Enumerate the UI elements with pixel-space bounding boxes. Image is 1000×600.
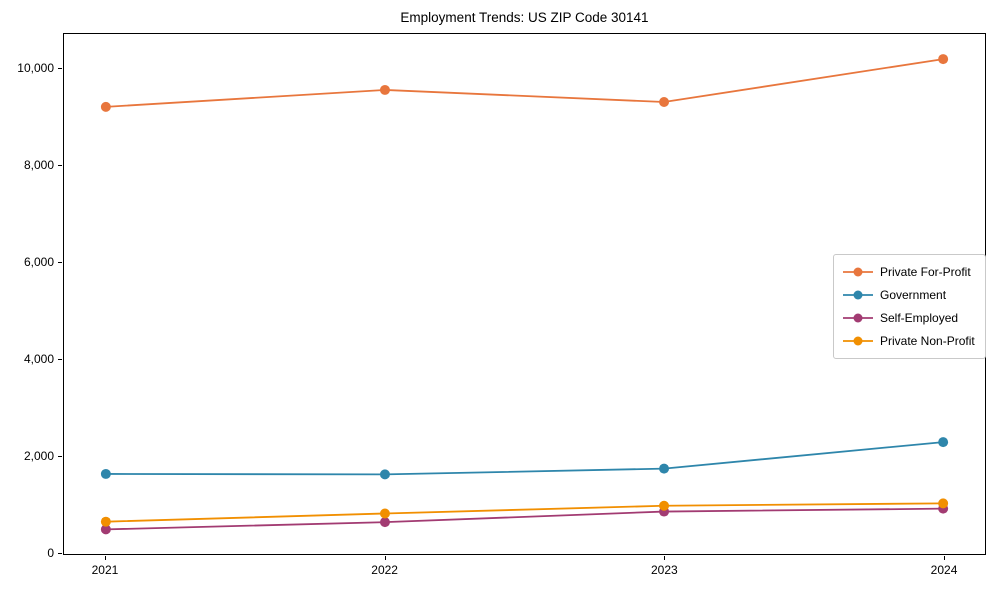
series-line-private-non-profit — [105, 502, 944, 523]
legend-label: Self-Employed — [880, 311, 959, 325]
y-tickmark — [58, 68, 62, 70]
y-tickmark — [58, 552, 62, 554]
x-tick-label: 2023 — [650, 563, 678, 577]
plot-area: Private For-Profit Government Self-Employe… — [63, 33, 986, 555]
y-tickmark — [58, 358, 62, 360]
y-tickmark — [58, 262, 62, 264]
data-point — [100, 524, 111, 535]
legend-label: Private For-Profit — [880, 265, 971, 279]
series-line-government — [105, 441, 944, 476]
legend-swatch-icon — [843, 313, 873, 323]
data-point — [659, 500, 670, 511]
y-tickmark — [58, 165, 62, 167]
legend-label: Private Non-Profit — [880, 334, 975, 348]
legend-swatch-icon — [843, 267, 873, 277]
y-tick-label: 10,000 — [17, 61, 54, 76]
legend-label: Government — [880, 288, 947, 302]
legend: Private For-Profit Government Self-Employe… — [833, 254, 986, 359]
x-tick-label: 2022 — [371, 563, 398, 577]
legend-item: Private For-Profit — [843, 262, 975, 282]
y-tick-label: 8,000 — [23, 158, 54, 173]
legend-swatch-icon — [843, 336, 873, 346]
y-tick-label: 6,000 — [23, 255, 54, 270]
data-point — [938, 54, 949, 65]
y-tick-label: 4,000 — [23, 351, 54, 366]
data-point — [100, 516, 111, 527]
x-tickmark — [944, 556, 946, 560]
legend-item: Private Non-Profit — [843, 331, 975, 351]
x-tick-label: 2021 — [91, 563, 119, 577]
legend-item: Self-Employed — [843, 308, 975, 328]
y-tick-label: 2,000 — [23, 448, 54, 463]
y-tickmark — [58, 455, 62, 457]
data-point — [100, 468, 111, 479]
series-line-self-employed — [105, 507, 944, 531]
y-tick-label: 0 — [47, 545, 54, 560]
data-point — [379, 508, 390, 519]
x-tickmark — [664, 556, 666, 560]
data-point — [938, 498, 949, 509]
x-tickmark — [384, 556, 386, 560]
legend-item: Government — [843, 285, 975, 305]
data-point — [379, 84, 390, 95]
data-point — [659, 97, 670, 107]
data-point — [659, 463, 670, 474]
x-tickmark — [104, 556, 106, 560]
series-line-private-for-profit — [105, 58, 944, 108]
data-point — [100, 101, 111, 112]
data-point — [938, 437, 949, 448]
data-point — [379, 469, 390, 480]
x-tick-label: 2024 — [930, 563, 958, 577]
chart-title: Employment Trends: US ZIP Code 30141 — [400, 10, 649, 25]
data-point — [379, 517, 390, 528]
chart-svg — [100, 54, 949, 535]
legend-swatch-icon — [843, 290, 873, 300]
